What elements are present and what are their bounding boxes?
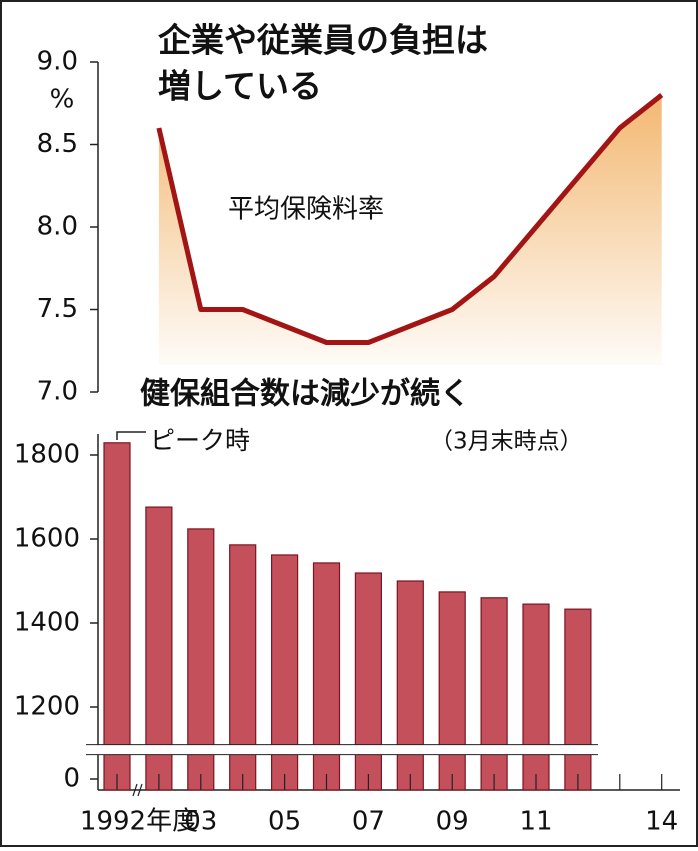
y-tick-label: 9.0 [37, 47, 78, 77]
chart-title: 企業や従業員の負担は [158, 21, 488, 60]
x-tick-label: 14 [645, 807, 678, 837]
bar [480, 597, 508, 791]
area [158, 95, 662, 365]
bar [522, 603, 550, 791]
y-tick-label: 1600 [14, 524, 80, 554]
series-label: 平均保険料率 [228, 195, 384, 225]
x-tick-label: 1992年度 [80, 807, 198, 837]
x-axis-break [132, 783, 143, 797]
annotation: ピーク時 [150, 426, 250, 455]
y-tick-label: 0 [63, 764, 80, 794]
y-tick-label: 7.5 [37, 294, 78, 324]
bar [396, 580, 424, 791]
y-tick-label: 8.0 [37, 212, 78, 242]
leader-line [116, 431, 146, 440]
y-tick-label: 8.5 [37, 129, 78, 159]
bar [103, 442, 131, 791]
chart-title: 増している [158, 67, 322, 106]
y-tick-label: 1800 [14, 440, 80, 470]
y-tick-label: 7.0 [37, 377, 78, 407]
x-tick-label: 05 [268, 807, 301, 837]
bar [564, 608, 592, 791]
y-tick-label: 1200 [14, 692, 80, 722]
x-tick-label: 03 [184, 807, 217, 837]
chart-title: 健保組合数は減少が続く [140, 377, 470, 412]
y-tick-label: 1400 [14, 608, 80, 638]
x-tick-label: 09 [436, 807, 469, 837]
bar [438, 591, 466, 791]
axis-break [86, 744, 596, 755]
subtitle: （3月末時点） [430, 429, 583, 455]
bar [354, 572, 382, 791]
x-tick-label: 07 [352, 807, 385, 837]
unit-label: % [50, 85, 75, 115]
bar [312, 562, 341, 791]
x-tick-label: 11 [519, 807, 552, 837]
line [156, 93, 664, 345]
